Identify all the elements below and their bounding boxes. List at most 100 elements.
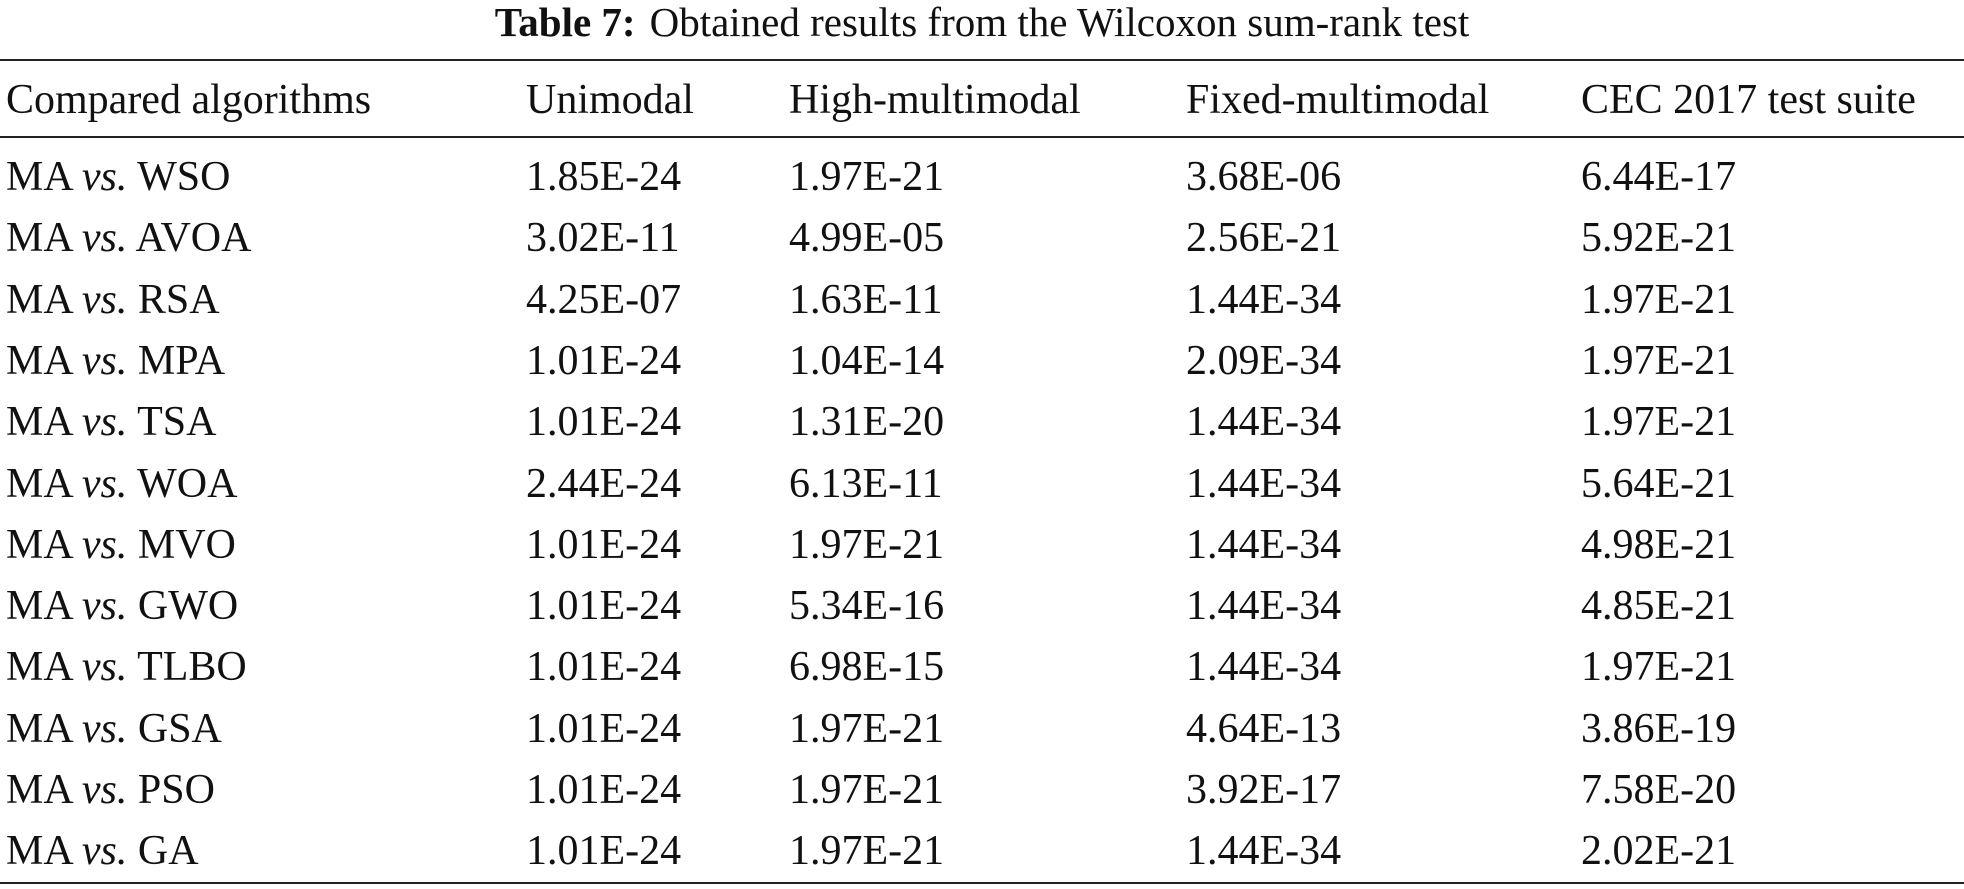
p-value: 1.85E-24 xyxy=(526,154,682,200)
versus: vs. xyxy=(81,828,128,875)
p-value: 1.31E-20 xyxy=(789,399,945,446)
p-value: 1.97E-21 xyxy=(789,521,945,568)
algorithm: MPA xyxy=(137,337,226,384)
p-value: 4.99E-05 xyxy=(789,215,945,262)
caption-label: Table 7: xyxy=(494,0,636,45)
row-label: MA vs. MPA xyxy=(6,336,225,386)
p-value: 3.92E-17 xyxy=(1186,767,1342,813)
header-cell: High-multimodal xyxy=(789,77,1081,123)
p-value: 1.97E-21 xyxy=(789,767,945,813)
versus: vs. xyxy=(81,276,128,323)
p-value: 1.01E-24 xyxy=(526,644,682,691)
p-value: 1.97E-21 xyxy=(1581,644,1737,691)
algorithm: GA xyxy=(137,828,199,875)
p-value: 4.85E-21 xyxy=(1581,583,1737,630)
row-label: MA vs. RSA xyxy=(6,275,220,325)
table-caption: Table 7: Obtained results from the Wilcox… xyxy=(0,0,1964,44)
versus: vs. xyxy=(81,460,128,507)
p-value: 6.98E-15 xyxy=(789,644,945,691)
p-value: 1.44E-34 xyxy=(1186,460,1342,507)
p-value: 5.34E-16 xyxy=(789,583,945,630)
versus: vs. xyxy=(81,521,128,568)
versus: vs. xyxy=(81,644,128,691)
p-value: 1.97E-21 xyxy=(789,828,945,875)
row-label: MA vs. WSO xyxy=(6,152,230,202)
algorithm: MA xyxy=(6,215,72,262)
top-rule xyxy=(0,59,1964,61)
algorithm: MA xyxy=(6,705,72,752)
algorithm: WSO xyxy=(137,154,231,200)
versus: vs. xyxy=(81,767,128,813)
p-value: 1.44E-34 xyxy=(1186,521,1342,568)
algorithm: MVO xyxy=(137,521,236,568)
p-value: 1.01E-24 xyxy=(526,767,682,813)
p-value: 1.44E-34 xyxy=(1186,276,1342,323)
row-label: MA vs. TSA xyxy=(6,397,216,447)
header-cell: Unimodal xyxy=(526,77,694,123)
algorithm: TLBO xyxy=(137,644,247,691)
algorithm: MA xyxy=(6,828,72,875)
algorithm: MA xyxy=(6,399,72,446)
algorithm: MA xyxy=(6,521,72,568)
p-value: 1.04E-14 xyxy=(789,337,945,384)
p-value: 7.58E-20 xyxy=(1581,767,1737,813)
row-label: MA vs. GSA xyxy=(6,704,222,754)
algorithm: PSO xyxy=(137,767,215,813)
algorithm: MA xyxy=(6,583,72,630)
algorithm: TSA xyxy=(137,399,217,446)
p-value: 3.02E-11 xyxy=(526,215,680,262)
p-value: 2.56E-21 xyxy=(1186,215,1342,262)
algorithm: MA xyxy=(6,154,72,200)
p-value: 6.44E-17 xyxy=(1581,154,1737,200)
p-value: 1.44E-34 xyxy=(1186,828,1342,875)
p-value: 4.98E-21 xyxy=(1581,521,1737,568)
bottom-rule xyxy=(0,882,1964,884)
p-value: 1.97E-21 xyxy=(1581,276,1737,323)
p-value: 1.97E-21 xyxy=(789,154,945,200)
algorithm: MA xyxy=(6,337,72,384)
p-value: 1.97E-21 xyxy=(789,705,945,752)
row-label: MA vs. GA xyxy=(6,826,199,876)
p-value: 1.44E-34 xyxy=(1186,583,1342,630)
versus: vs. xyxy=(81,154,128,200)
algorithm: RSA xyxy=(137,276,220,323)
algorithm: MA xyxy=(6,460,72,507)
p-value: 6.13E-11 xyxy=(789,460,943,507)
header-cell: CEC 2017 test suite xyxy=(1581,77,1916,123)
p-value: 1.63E-11 xyxy=(789,276,943,323)
row-label: MA vs. TLBO xyxy=(6,642,247,692)
p-value: 1.01E-24 xyxy=(526,399,682,446)
p-value: 3.68E-06 xyxy=(1186,154,1342,200)
p-value: 5.92E-21 xyxy=(1581,215,1737,262)
p-value: 1.44E-34 xyxy=(1186,399,1342,446)
p-value: 1.01E-24 xyxy=(526,828,682,875)
row-label: MA vs. GWO xyxy=(6,581,238,631)
algorithm: MA xyxy=(6,276,72,323)
p-value: 2.44E-24 xyxy=(526,460,682,507)
p-value: 4.25E-07 xyxy=(526,276,682,323)
p-value: 2.09E-34 xyxy=(1186,337,1342,384)
algorithm: MA xyxy=(6,644,72,691)
row-label: MA vs. WOA xyxy=(6,459,237,509)
header-cell: Compared algorithms xyxy=(6,77,372,123)
p-value: 4.64E-13 xyxy=(1186,705,1342,752)
algorithm: GWO xyxy=(137,583,239,630)
versus: vs. xyxy=(81,399,128,446)
versus: vs. xyxy=(81,215,128,262)
p-value: 1.01E-24 xyxy=(526,337,682,384)
p-value: 1.97E-21 xyxy=(1581,337,1737,384)
header-rule xyxy=(0,136,1964,138)
p-value: 1.01E-24 xyxy=(526,583,682,630)
row-label: MA vs. PSO xyxy=(6,765,215,815)
p-value: 1.97E-21 xyxy=(1581,399,1737,446)
row-label: MA vs. AVOA xyxy=(6,213,251,263)
algorithm: GSA xyxy=(137,705,222,752)
algorithm: MA xyxy=(6,767,72,813)
versus: vs. xyxy=(81,337,128,384)
algorithm: AVOA xyxy=(135,215,252,262)
versus: vs. xyxy=(81,583,128,630)
algorithm: WOA xyxy=(137,460,238,507)
row-label: MA vs. MVO xyxy=(6,520,236,570)
p-value: 1.01E-24 xyxy=(526,521,682,568)
